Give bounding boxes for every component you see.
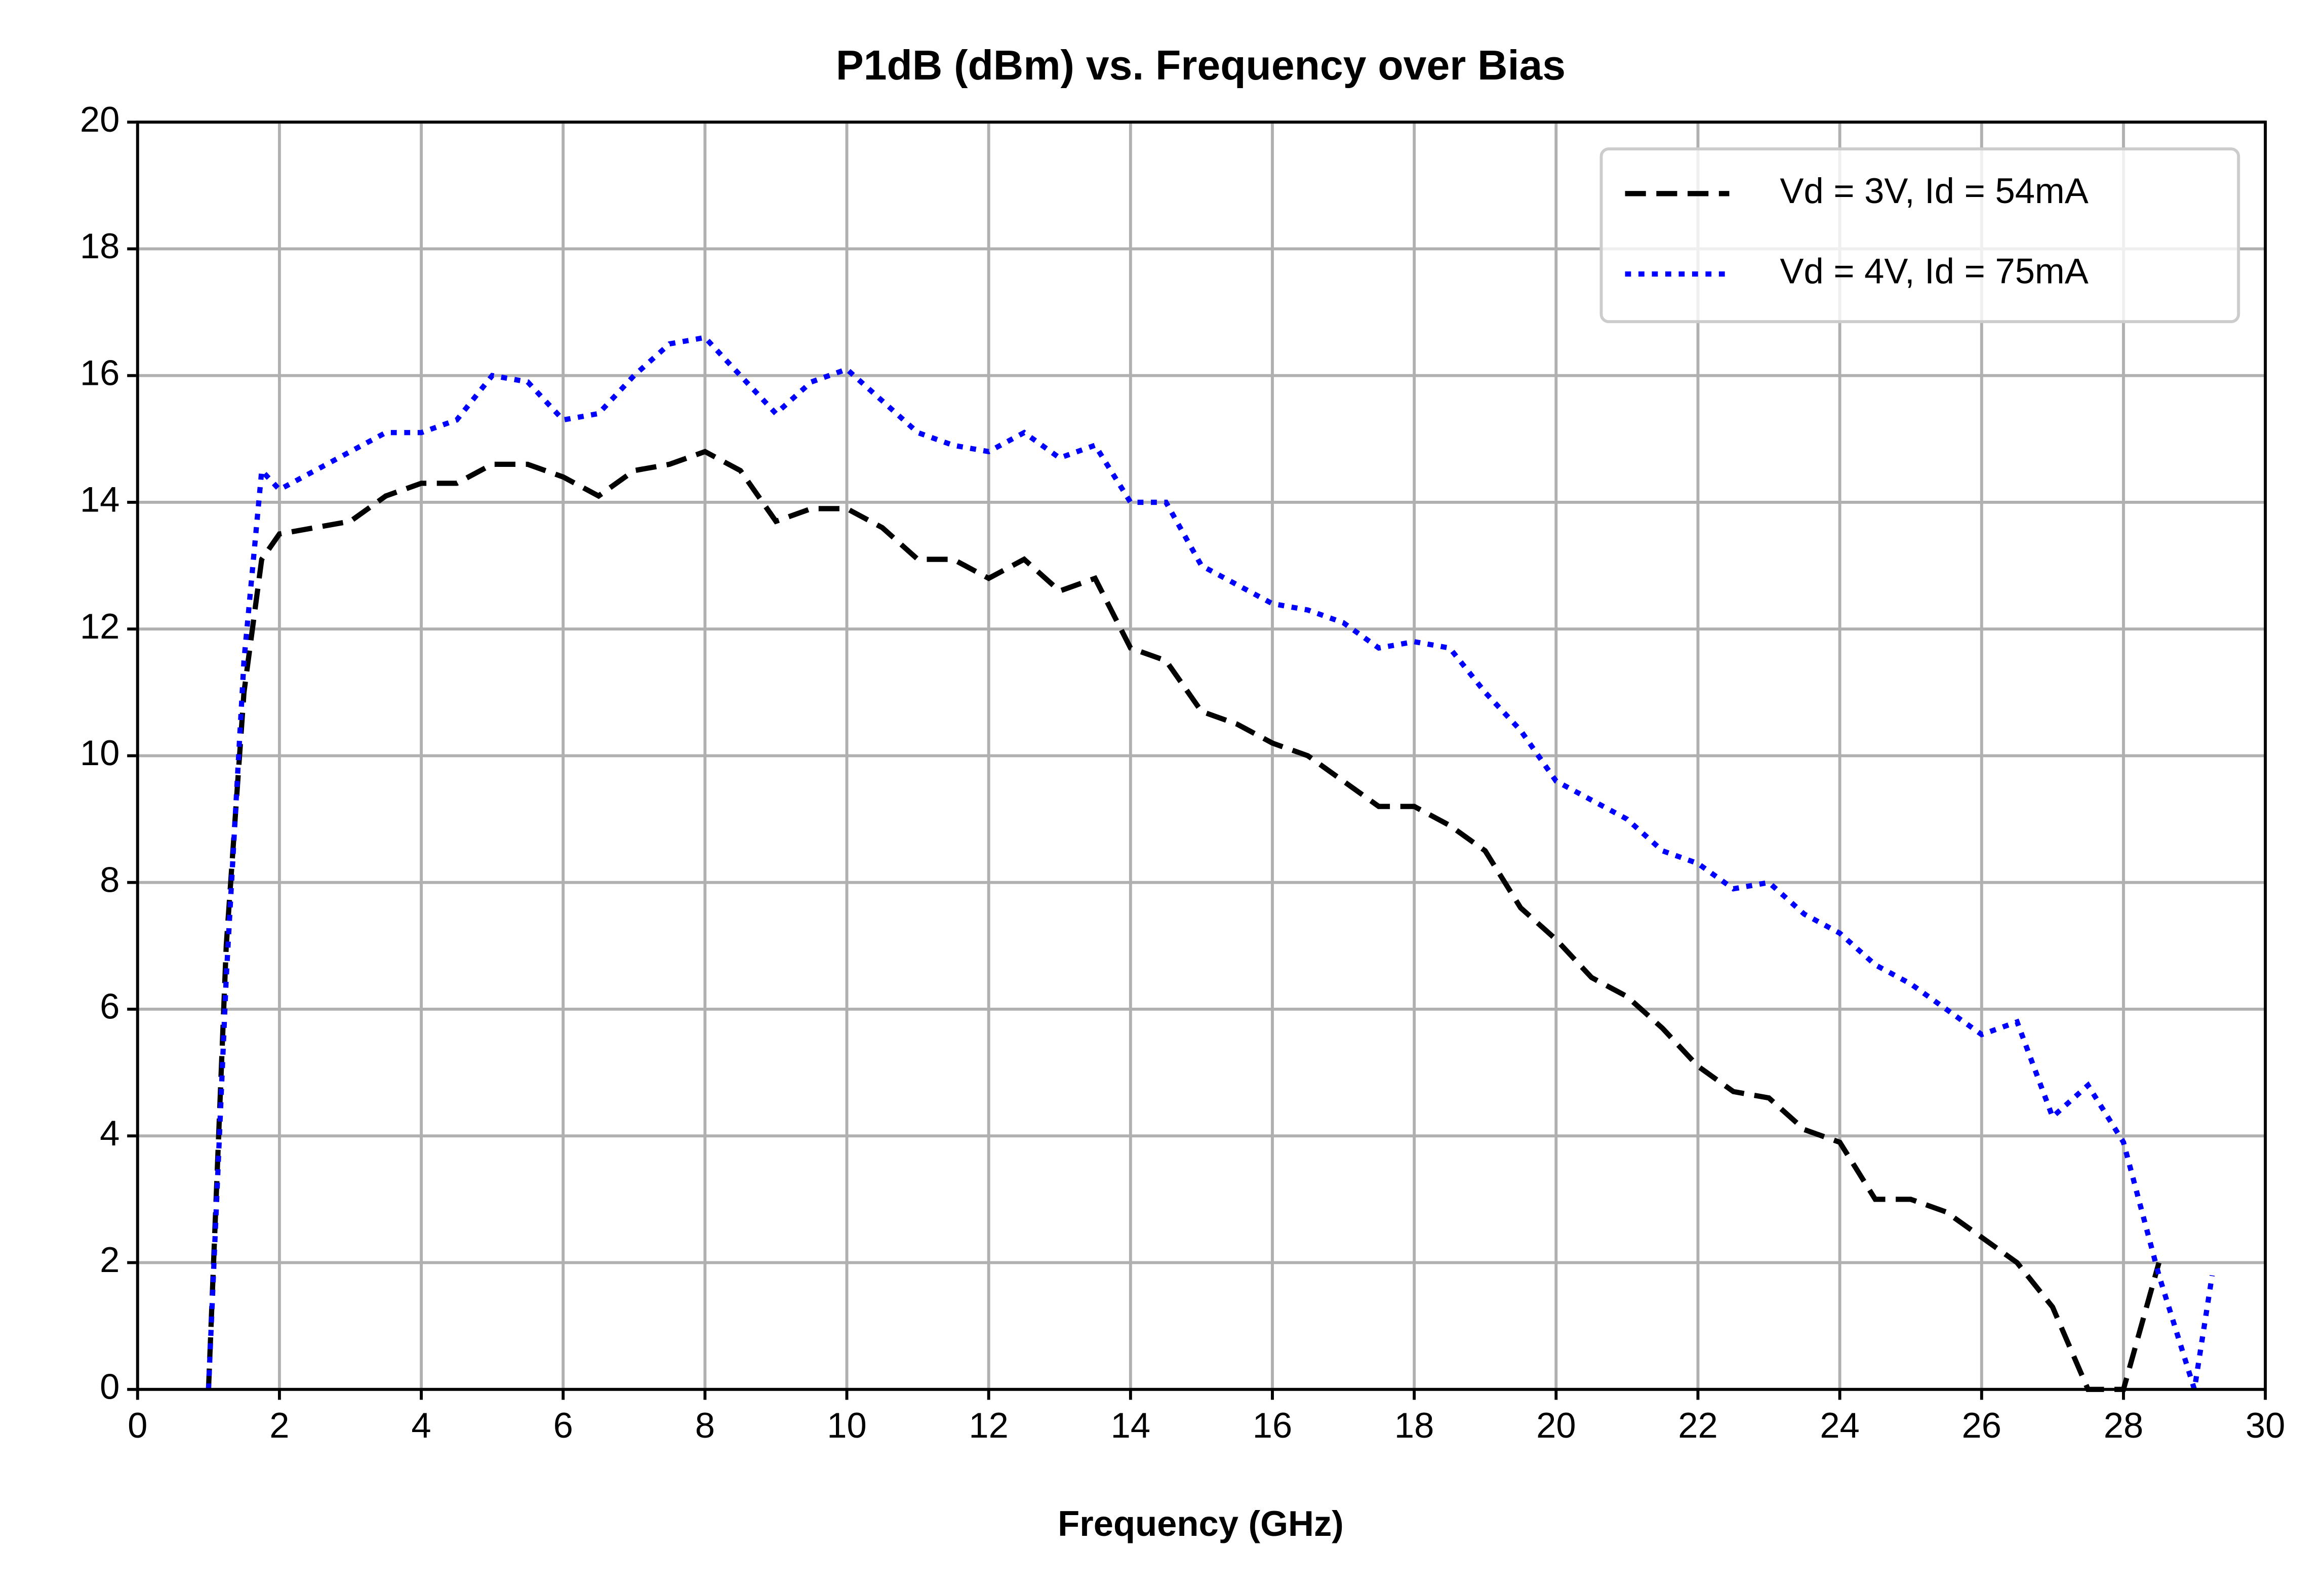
y-tick-label: 4 [100,1113,119,1153]
x-tick-label: 22 [1678,1405,1718,1445]
x-tick-label: 8 [695,1405,715,1445]
y-tick-label: 10 [80,733,120,773]
y-tick-label: 0 [100,1366,119,1406]
y-tick-label: 8 [100,859,119,899]
y-tick-label: 14 [80,480,120,520]
data-line [206,335,2215,1391]
data-line [206,449,2161,1392]
y-tick-label: 2 [100,1240,119,1280]
plot-frame [136,121,2267,1391]
x-tick-label: 16 [1253,1405,1292,1445]
x-tick-label: 30 [2246,1405,2286,1445]
x-tick-label: 24 [1820,1405,1860,1445]
x-tick-label: 18 [1394,1405,1434,1445]
y-tick-label: 16 [80,352,120,392]
chart-title: P1dB (dBm) vs. Frequency over Bias [836,42,1566,89]
x-tick-label: 10 [827,1405,867,1445]
x-axis-label: Frequency (GHz) [1058,1503,1344,1543]
x-tick-label: 26 [1962,1405,2002,1445]
x-tick-label: 4 [411,1405,431,1445]
y-tick-label: 18 [80,226,120,266]
x-tick-label: 2 [269,1405,289,1445]
legend-box [1599,147,2240,324]
x-tick-label: 14 [1111,1405,1151,1445]
y-tick-label: 12 [80,606,120,646]
legend-label: Vd = 4V, Id = 75mA [1780,251,2088,291]
y-tick-label: 20 [80,99,120,139]
x-tick-label: 0 [128,1405,147,1445]
x-tick-label: 28 [2104,1405,2144,1445]
y-tick-label: 6 [100,986,119,1026]
legend-label: Vd = 3V, Id = 54mA [1780,171,2088,211]
x-tick-label: 12 [969,1405,1009,1445]
x-tick-label: 20 [1536,1405,1576,1445]
x-tick-label: 6 [553,1405,573,1445]
